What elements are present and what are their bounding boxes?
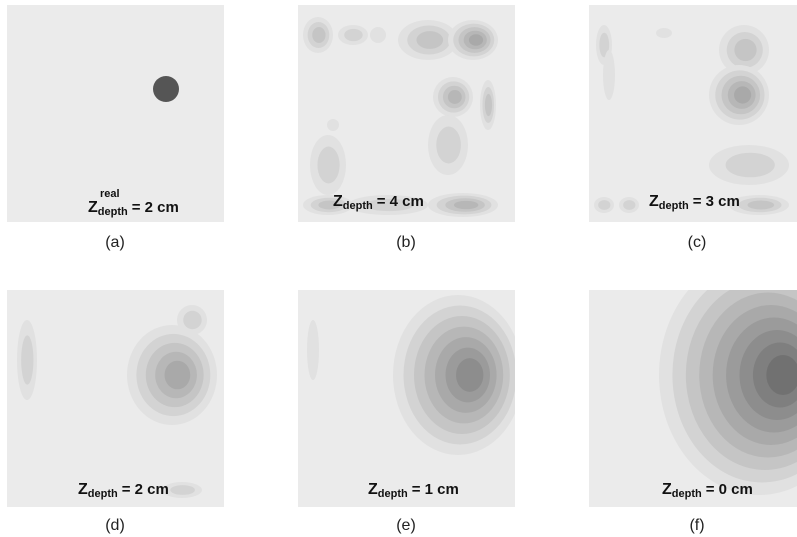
intensity-contour	[453, 200, 479, 210]
symbol: Z	[662, 481, 672, 498]
caption: (b)	[396, 234, 416, 251]
intensity-contour	[484, 93, 493, 117]
subscript: depth	[343, 200, 373, 212]
panel	[7, 5, 224, 222]
intensity-contour	[21, 335, 34, 385]
caption: (c)	[688, 234, 707, 251]
depth-label: Zdepth = 0 cm	[662, 481, 753, 500]
intensity-contour	[734, 38, 757, 62]
intensity-contour	[364, 198, 414, 212]
intensity-contour	[766, 355, 797, 395]
intensity-contour	[656, 28, 672, 38]
intensity-contour	[456, 358, 484, 392]
caption: (e)	[396, 517, 416, 534]
intensity-contour	[599, 32, 610, 58]
value: = 4 cm	[377, 193, 424, 210]
symbol: Z	[649, 193, 659, 210]
symbol: Z	[88, 199, 98, 216]
panel	[589, 5, 797, 222]
intensity-contour	[307, 320, 319, 380]
value: = 2 cm	[132, 199, 179, 216]
subscript: depth	[98, 206, 128, 218]
subscript: depth	[378, 488, 408, 500]
superscript: real	[100, 188, 120, 200]
intensity-contour	[603, 50, 615, 100]
symbol: Z	[333, 193, 343, 210]
subscript: depth	[659, 200, 689, 212]
intensity-contour	[370, 27, 386, 43]
caption: (d)	[105, 517, 125, 534]
intensity-contour	[317, 146, 340, 184]
panel	[298, 5, 515, 222]
panel-background	[589, 5, 797, 222]
value: = 2 cm	[122, 481, 169, 498]
intensity-contour	[623, 200, 636, 210]
intensity-contour	[164, 360, 191, 390]
depth-label: Zdepth = 2 cm	[78, 481, 169, 500]
subscript: depth	[88, 488, 118, 500]
panel-background	[7, 5, 224, 222]
depth-label: Zdepth = 1 cm	[368, 481, 459, 500]
panel	[7, 290, 224, 507]
intensity-contour	[416, 31, 444, 49]
depth-label: Zdepth = 3 cm	[649, 193, 740, 212]
intensity-contour	[170, 485, 195, 495]
panel	[298, 290, 515, 507]
value: = 3 cm	[693, 193, 740, 210]
depth-label: Zdepth = 4 cm	[333, 193, 424, 212]
value: = 0 cm	[706, 481, 753, 498]
intensity-contour	[447, 90, 462, 104]
real-source	[153, 76, 179, 102]
intensity-contour	[468, 34, 484, 46]
caption: (f)	[689, 517, 704, 534]
intensity-contour	[734, 86, 752, 104]
panel	[589, 290, 797, 507]
intensity-contour	[312, 27, 326, 43]
depth-label: Zdepth = 2 cm	[88, 199, 179, 218]
intensity-contour	[436, 126, 461, 164]
intensity-contour	[183, 310, 202, 330]
intensity-contour	[725, 152, 775, 178]
intensity-contour	[318, 200, 341, 210]
caption: (a)	[105, 234, 125, 251]
value: = 1 cm	[412, 481, 459, 498]
intensity-contour	[327, 119, 339, 131]
intensity-contour	[344, 28, 363, 42]
symbol: Z	[78, 481, 88, 498]
intensity-contour	[598, 200, 611, 210]
intensity-contour	[747, 200, 775, 210]
symbol: Z	[368, 481, 378, 498]
subscript: depth	[672, 488, 702, 500]
